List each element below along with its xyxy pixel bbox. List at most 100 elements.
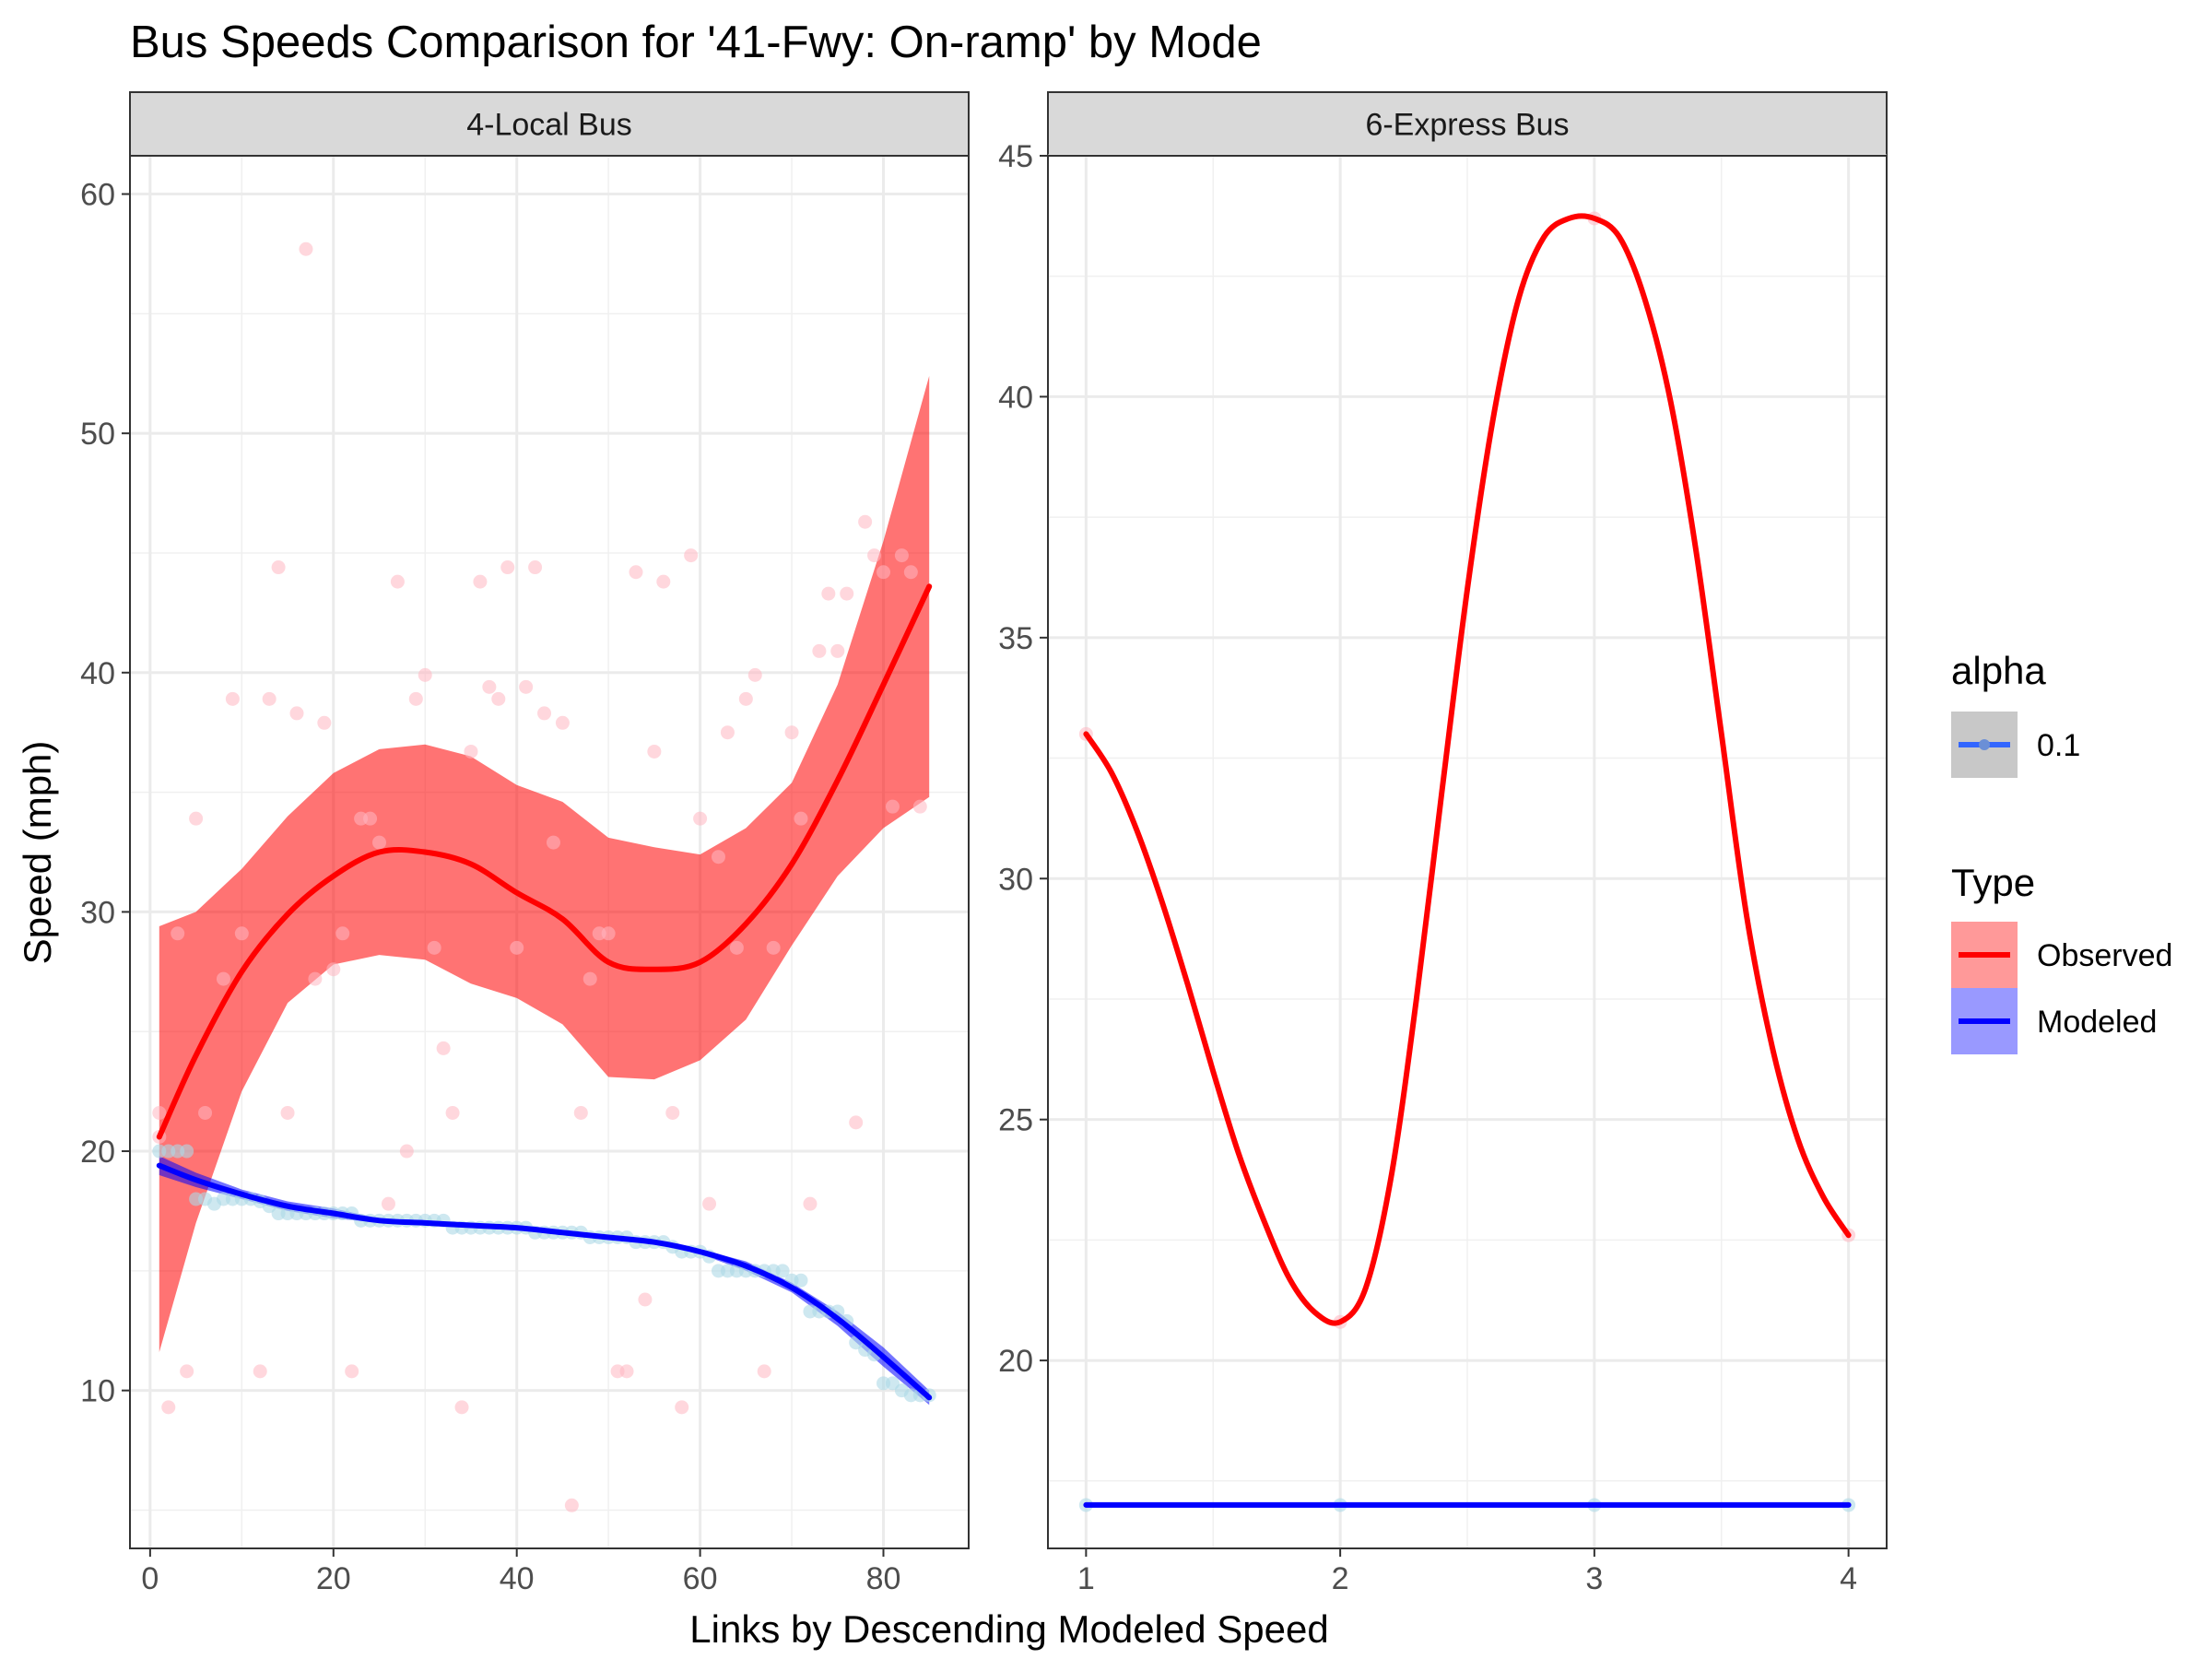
observed-smooth-line	[156, 583, 933, 1140]
observed-point	[858, 514, 873, 529]
legend-label-alpha: 0.1	[2037, 728, 2080, 763]
strip-label: 6-Express Bus	[1365, 108, 1569, 143]
observed-point	[619, 1364, 634, 1379]
y-tick-label: 45	[998, 139, 1033, 174]
observed-point	[180, 1364, 194, 1379]
observed-point	[152, 1105, 167, 1120]
observed-point	[665, 1105, 680, 1120]
observed-point	[519, 679, 534, 694]
observed-point	[381, 1196, 395, 1211]
panel-local-bus: 4-Local Bus 0 20 40 60 80 10 20 30 40 50 60	[80, 91, 970, 1596]
observed-point	[582, 971, 597, 986]
observed-point	[482, 679, 497, 694]
x-tick-label: 2	[1332, 1561, 1349, 1596]
observed-point	[408, 691, 423, 706]
observed-point	[729, 940, 744, 955]
observed-point	[528, 560, 543, 575]
observed-point	[372, 835, 387, 850]
strip-background	[1047, 91, 1888, 157]
x-tick-label: 1	[1077, 1561, 1095, 1596]
observed-point	[289, 706, 304, 721]
observed-point	[253, 1364, 267, 1379]
observed-point	[262, 691, 276, 706]
x-tick-label: 4	[1840, 1561, 1857, 1596]
observed-point	[738, 691, 753, 706]
panel-border	[1047, 155, 1888, 1549]
strip-label: 4-Local Bus	[466, 108, 632, 143]
legend-key-point	[1979, 739, 1990, 750]
y-tick-label: 30	[998, 862, 1033, 897]
modeled-point	[180, 1144, 194, 1159]
y-tick-label: 40	[998, 380, 1033, 415]
observed-point	[821, 586, 836, 601]
chart-title: Bus Speeds Comparison for '41-Fwy: On-ra…	[130, 18, 1262, 67]
observed-point	[271, 560, 286, 575]
observed-point	[317, 715, 332, 730]
observed-point	[812, 643, 827, 658]
observed-point	[784, 725, 799, 740]
observed-point	[161, 1400, 176, 1415]
y-tick-label: 30	[80, 895, 115, 930]
observed-point	[345, 1364, 359, 1379]
y-tick-label: 10	[80, 1374, 115, 1409]
observed-point	[363, 811, 378, 826]
observed-point	[711, 850, 725, 865]
observed-point	[326, 962, 341, 977]
observed-point	[546, 835, 560, 850]
observed-point	[894, 548, 909, 563]
observed-point	[702, 1196, 717, 1211]
panel-express-bus: 6-Express Bus 1 2 3 4 20 25 30 35 40 45	[998, 91, 1888, 1596]
y-axis-title: Speed (mph)	[16, 741, 59, 965]
observed-point	[171, 926, 185, 941]
strip-background	[129, 91, 970, 157]
observed-point	[601, 926, 616, 941]
observed-point	[720, 725, 735, 740]
observed-point	[537, 706, 552, 721]
observed-point	[684, 548, 699, 563]
observed-point	[189, 811, 204, 826]
modeled-point	[794, 1273, 808, 1288]
x-tick-label: 0	[141, 1561, 159, 1596]
observed-point	[840, 586, 854, 601]
panel-border	[129, 155, 970, 1549]
observed-point	[885, 799, 900, 814]
legend-label-observed: Observed	[2037, 938, 2172, 973]
observed-point	[573, 1105, 588, 1120]
legend-label-modeled: Modeled	[2037, 1005, 2157, 1040]
observed-point	[436, 1041, 451, 1055]
y-tick-label: 40	[80, 656, 115, 691]
observed-point	[629, 565, 643, 580]
x-tick-label: 20	[316, 1561, 351, 1596]
observed-point	[675, 1400, 689, 1415]
x-axis-title: Links by Descending Modeled Speed	[689, 1607, 1328, 1651]
observed-point	[308, 971, 323, 986]
y-tick-label: 60	[80, 178, 115, 213]
observed-point	[399, 1144, 414, 1159]
observed-point	[693, 811, 708, 826]
observed-point	[638, 1292, 653, 1307]
observed-point	[510, 940, 524, 955]
observed-point	[564, 1498, 579, 1512]
x-tick-label: 60	[683, 1561, 718, 1596]
observed-confidence-band	[159, 375, 930, 1353]
y-tick-label: 20	[80, 1135, 115, 1170]
legend-title-alpha: alpha	[1951, 649, 2046, 692]
observed-point	[849, 1115, 864, 1130]
observed-point	[647, 744, 662, 759]
observed-point	[867, 548, 882, 563]
observed-point	[912, 799, 927, 814]
observed-point	[473, 574, 488, 589]
y-tick-label: 25	[998, 1103, 1033, 1138]
observed-point	[794, 811, 808, 826]
observed-point	[427, 940, 441, 955]
observed-point	[803, 1196, 818, 1211]
x-tick-label: 80	[866, 1561, 901, 1596]
observed-point	[225, 691, 240, 706]
x-tick-label: 3	[1585, 1561, 1603, 1596]
legend-title-type: Type	[1951, 861, 2035, 904]
y-tick-label: 50	[80, 417, 115, 452]
observed-point	[830, 643, 845, 658]
observed-point	[418, 667, 432, 682]
